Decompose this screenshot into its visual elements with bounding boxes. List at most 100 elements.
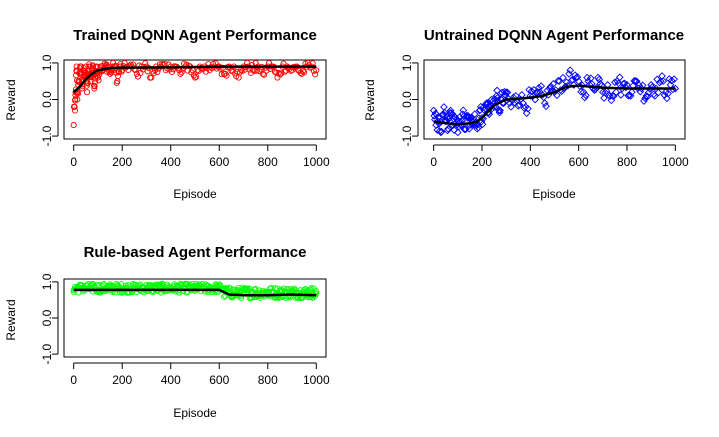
data-point (643, 92, 652, 101)
x-tick-label: 600 (569, 155, 589, 169)
data-point (522, 109, 531, 117)
data-point (566, 66, 575, 75)
trend-line (433, 84, 676, 126)
data-point (482, 99, 491, 107)
data-point (313, 288, 320, 295)
y-axis-label: Reward (4, 299, 18, 340)
data-point (534, 84, 543, 92)
data-point (653, 75, 662, 84)
plot-frame (63, 278, 327, 358)
rule-based-panel: Rule-based Agent Performance Episode Rew… (4, 244, 330, 420)
data-point (70, 122, 77, 129)
data-point (458, 110, 467, 118)
x-tick-label: 0 (70, 373, 77, 387)
data-point (191, 74, 199, 81)
data-point (476, 102, 485, 111)
data-point (168, 68, 176, 76)
data-point (94, 74, 102, 81)
data-point (178, 69, 185, 76)
data-point (464, 113, 473, 122)
data-point (554, 76, 562, 85)
data-point (600, 94, 608, 102)
data-point (193, 73, 200, 80)
data-point (502, 88, 511, 97)
data-point (263, 67, 270, 74)
data-point (594, 73, 602, 82)
x-tick-label: 800 (617, 155, 637, 169)
y-axis-label: Reward (4, 79, 18, 120)
x-axis-label: Episode (532, 187, 576, 201)
x-tick-label: 400 (520, 155, 540, 169)
x-axis-label: Episode (173, 187, 217, 201)
trained-panel: Trained DQNN Agent Performance Episode R… (4, 27, 330, 201)
y-tick-label: -1.0 (40, 343, 54, 364)
data-point (91, 83, 98, 90)
x-tick-label: 200 (112, 155, 132, 169)
data-point (301, 69, 308, 76)
data-point (494, 97, 503, 106)
data-point (578, 81, 587, 90)
x-tick-label: 400 (161, 155, 181, 169)
data-point (154, 68, 161, 76)
data-point (432, 110, 441, 119)
data-point (430, 112, 439, 120)
data-point (268, 284, 275, 292)
x-tick-label: 800 (258, 155, 278, 169)
x-tick-label: 600 (209, 155, 229, 169)
x-axis-label: Episode (173, 406, 217, 420)
data-point (259, 70, 266, 77)
data-point (107, 70, 114, 77)
data-point (474, 123, 483, 132)
data-point (177, 70, 184, 77)
data-point (440, 108, 449, 117)
y-tick-label: 0.0 (400, 91, 414, 108)
data-point (74, 96, 81, 103)
chart-title: Trained DQNN Agent Performance (73, 27, 317, 44)
data-point (253, 67, 260, 74)
data-point (310, 67, 317, 74)
data-point (515, 100, 524, 109)
data-point (223, 72, 230, 79)
x-tick-label: 400 (161, 373, 181, 387)
plot-frame (423, 59, 686, 140)
data-point (614, 79, 623, 88)
data-point (503, 88, 512, 97)
data-point (631, 77, 640, 85)
data-point (641, 94, 649, 103)
data-point (440, 103, 448, 111)
data-point (606, 92, 614, 101)
data-point (547, 82, 555, 91)
x-tick-label: 0 (70, 155, 77, 169)
data-point (450, 126, 459, 134)
x-tick-label: 800 (258, 373, 278, 387)
data-point (449, 114, 458, 123)
data-point (540, 99, 549, 107)
x-tick-label: 1000 (303, 373, 330, 387)
y-tick-label: -1.0 (40, 125, 54, 146)
data-point (621, 83, 630, 92)
chart-title: Untrained DQNN Agent Performance (424, 27, 684, 44)
data-point (615, 73, 624, 82)
data-point (526, 92, 535, 100)
x-tick-label: 1000 (662, 155, 689, 169)
data-point (308, 285, 315, 292)
data-point (563, 81, 572, 90)
data-point (577, 87, 585, 96)
data-point (573, 73, 582, 81)
data-point (142, 60, 149, 67)
trend-line (72, 65, 317, 94)
data-point (542, 102, 550, 111)
x-tick-label: 0 (430, 155, 437, 169)
data-point (71, 107, 78, 114)
y-tick-label: 0.0 (40, 91, 54, 108)
data-point (313, 290, 320, 297)
data-point (656, 77, 665, 86)
data-point (488, 104, 497, 113)
data-point (72, 96, 79, 103)
plot-frame (63, 59, 327, 140)
data-point (443, 114, 451, 122)
data-point (299, 68, 307, 75)
data-point (493, 86, 501, 95)
data-point (663, 94, 671, 103)
